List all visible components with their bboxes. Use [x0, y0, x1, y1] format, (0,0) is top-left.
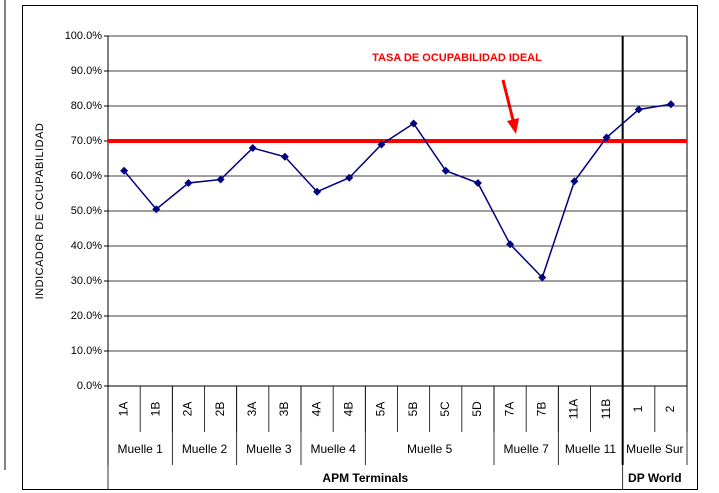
- marker: [506, 240, 515, 249]
- group-label: Muelle 4: [310, 441, 356, 456]
- y-tick-label: 80.0%: [71, 100, 102, 112]
- marker: [152, 205, 161, 214]
- x-tick-label: 5A: [374, 402, 388, 417]
- x-tick-label: 1B: [148, 402, 162, 417]
- marker: [441, 166, 450, 175]
- marker: [473, 179, 482, 187]
- x-tick-label: 1: [631, 405, 645, 412]
- x-tick-label: 5B: [406, 402, 420, 417]
- group-label: Muelle 5: [406, 441, 453, 456]
- x-tick-label: 7B: [534, 402, 548, 417]
- x-tick-label: 1A: [116, 402, 130, 417]
- supergroup-label: APM Terminals: [322, 470, 409, 485]
- x-tick-label: 3B: [277, 402, 291, 417]
- marker: [345, 173, 354, 182]
- marker: [602, 133, 611, 142]
- group-label: Muelle 1: [117, 441, 163, 456]
- x-tick-label: 2: [663, 405, 677, 412]
- arrow-head: [507, 118, 519, 134]
- y-axis-label: INDICADOR DE OCUPABILIDAD: [34, 123, 46, 300]
- marker: [570, 177, 579, 186]
- y-tick-label: 40.0%: [71, 240, 102, 252]
- arrow: [501, 79, 515, 121]
- marker: [666, 100, 675, 109]
- x-tick-label: 2B: [213, 402, 227, 417]
- y-tick-label: 50.0%: [71, 205, 102, 217]
- y-tick-label: 10.0%: [71, 345, 102, 357]
- y-tick-label: 20.0%: [71, 310, 102, 322]
- marker: [538, 273, 547, 282]
- marker: [377, 140, 386, 149]
- x-tick-label: 2A: [181, 402, 195, 417]
- marker: [216, 175, 225, 184]
- x-tick-label: 5C: [438, 401, 452, 417]
- marker: [184, 179, 193, 187]
- chart-frame: [22, 5, 698, 490]
- x-tick-label: 4B: [341, 402, 355, 417]
- group-label: Muelle Sur: [626, 441, 684, 456]
- x-tick-label: 5D: [470, 401, 484, 417]
- group-label: Muelle 7: [503, 441, 549, 456]
- marker: [120, 166, 129, 175]
- y-tick-label: 70.0%: [71, 135, 102, 147]
- x-tick-label: 3A: [245, 402, 259, 417]
- x-tick-label: 11A: [567, 399, 581, 419]
- y-tick-label: 100.0%: [65, 30, 103, 42]
- marker: [634, 105, 643, 114]
- y-tick-label: 30.0%: [71, 275, 102, 287]
- marker: [313, 187, 322, 196]
- marker: [248, 144, 257, 152]
- y-tick-label: 0.0%: [77, 380, 102, 392]
- y-tick-label: 60.0%: [71, 170, 102, 182]
- x-tick-label: 4A: [309, 402, 323, 417]
- marker: [409, 119, 418, 128]
- supergroup-label: DP World: [628, 470, 682, 485]
- x-tick-label: 7A: [502, 402, 516, 417]
- group-label: Muelle 3: [246, 441, 292, 456]
- series-line: [123, 103, 672, 279]
- marker: [280, 152, 289, 161]
- group-label: Muelle 2: [181, 441, 228, 456]
- group-label: Muelle 11: [564, 441, 617, 456]
- x-tick-label: 11B: [599, 399, 613, 419]
- y-tick-label: 90.0%: [71, 65, 102, 77]
- annotation: TASA DE OCUPABILIDAD IDEAL: [372, 52, 542, 64]
